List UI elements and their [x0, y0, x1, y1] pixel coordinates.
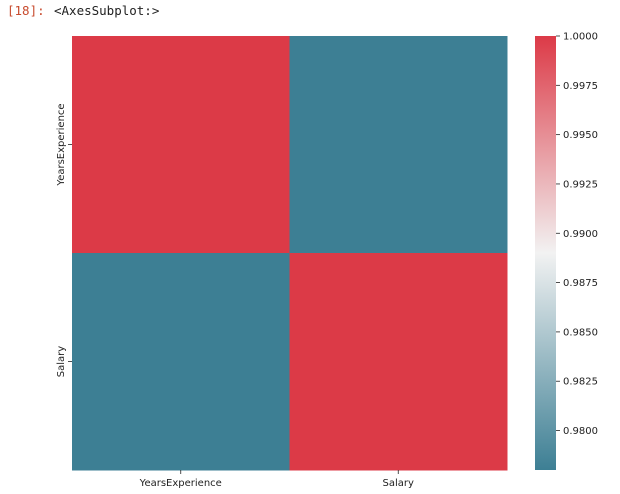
heatmap-cell [289, 253, 508, 471]
x-tick-label: YearsExperience [139, 478, 222, 489]
execution-count-prompt: [18]: [7, 3, 45, 18]
x-axis-ticks: YearsExperience Salary [139, 470, 414, 489]
colorbar-tick-label: 1.0000 [563, 32, 598, 43]
heatmap-cell [289, 36, 508, 254]
colorbar-tick-label: 0.9975 [563, 81, 598, 92]
heatmap-cells [72, 36, 508, 471]
colorbar-tick-label: 0.9950 [563, 130, 598, 141]
colorbar-tick-label: 0.9825 [563, 377, 598, 388]
colorbar [535, 36, 556, 470]
colorbar-tick-label: 0.9875 [563, 278, 598, 289]
y-tick-label: Salary [56, 346, 67, 377]
x-tick-label: Salary [383, 478, 414, 489]
y-axis-ticks: YearsExperience Salary [56, 103, 72, 377]
cell-output-text: <AxesSubplot:> [54, 3, 160, 18]
heatmap-cell [72, 253, 290, 471]
heatmap-cell [72, 36, 290, 254]
colorbar-ticks: 0.9800 0.9825 0.9850 0.9875 0.9900 0.9925 0.99… [556, 32, 598, 437]
y-tick-label: YearsExperience [56, 103, 67, 186]
colorbar-tick-label: 0.9800 [563, 426, 598, 437]
colorbar-tick-label: 0.9900 [563, 229, 598, 240]
colorbar-tick-label: 0.9925 [563, 179, 598, 190]
colorbar-tick-label: 0.9850 [563, 327, 598, 338]
cell-output-row: [18]: <AxesSubplot:> [0, 0, 620, 24]
